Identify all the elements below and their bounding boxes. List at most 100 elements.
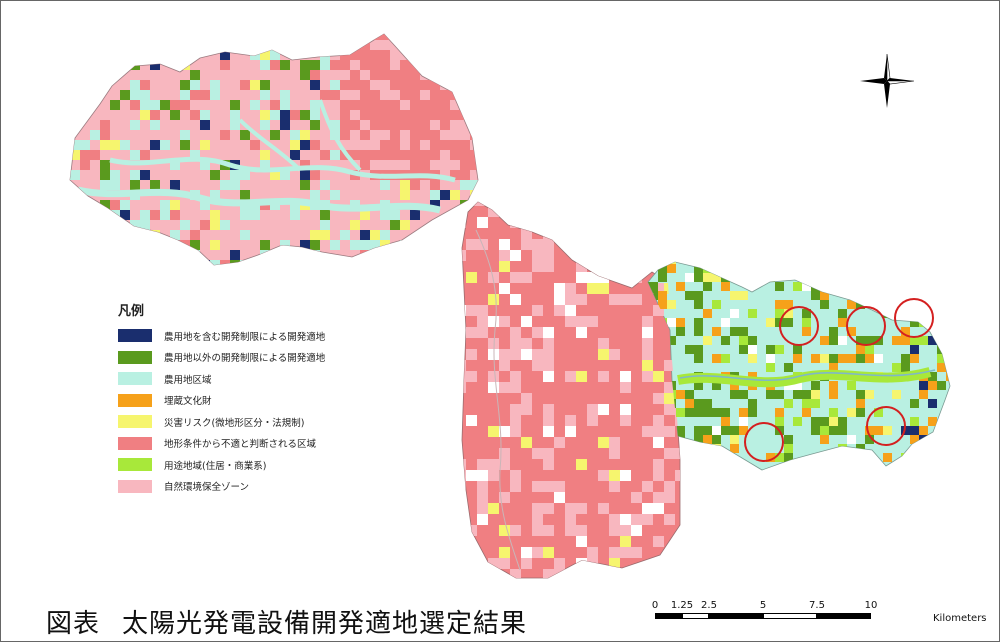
- map-cell: [477, 492, 488, 503]
- map-cell: [420, 110, 430, 120]
- map-cell: [390, 220, 400, 230]
- map-cell: [686, 195, 697, 206]
- map-cell: [703, 435, 712, 444]
- map-cell: [766, 273, 775, 282]
- map-cell: [910, 318, 919, 327]
- map-cell: [150, 180, 160, 190]
- map-cell: [320, 40, 330, 50]
- candidate-site-circle[interactable]: [779, 306, 819, 346]
- map-cell: [430, 200, 440, 210]
- map-cell: [466, 415, 477, 426]
- map-cell: [543, 569, 554, 578]
- map-cell: [140, 170, 150, 180]
- scale-segment: [655, 613, 682, 619]
- map-cell: [642, 206, 653, 217]
- map-cell: [430, 50, 440, 60]
- map-cell: [685, 444, 694, 453]
- map-cell: [330, 120, 340, 130]
- map-cell: [721, 417, 730, 426]
- map-cell: [766, 318, 775, 327]
- map-cell: [90, 210, 100, 220]
- legend-swatch: [118, 458, 152, 472]
- candidate-site-circle[interactable]: [744, 422, 784, 462]
- map-cell: [748, 336, 757, 345]
- legend-item: 農用地区域: [118, 368, 388, 390]
- map-cell: [488, 316, 499, 327]
- scale-segment: [709, 613, 763, 619]
- map-cell: [620, 250, 631, 261]
- map-cell: [90, 60, 100, 70]
- map-cell: [320, 220, 330, 230]
- map-cell: [400, 190, 410, 200]
- map-cell: [488, 382, 499, 393]
- map-cell: [686, 580, 697, 591]
- map-cell: [488, 503, 499, 514]
- map-cell: [488, 272, 499, 283]
- map-cell: [360, 230, 370, 240]
- map-cell: [250, 100, 260, 110]
- map-cell: [937, 453, 946, 462]
- map-cell: [703, 426, 712, 435]
- map-cell: [838, 444, 847, 453]
- map-cell: [946, 444, 950, 453]
- map-cell: [320, 90, 330, 100]
- map-cell: [110, 200, 120, 210]
- map-cell: [440, 140, 450, 150]
- map-cell: [820, 282, 829, 291]
- map-cell: [150, 210, 160, 220]
- map-cell: [642, 316, 653, 327]
- map-cell: [230, 120, 240, 130]
- map-cell: [510, 404, 521, 415]
- map-cell: [100, 120, 110, 130]
- map-cell: [766, 354, 775, 363]
- map-cell: [410, 140, 420, 150]
- map-cell: [350, 70, 360, 80]
- map-cell: [820, 417, 829, 426]
- map-cell: [477, 514, 488, 525]
- map-cell: [260, 90, 270, 100]
- map-cell: [686, 470, 697, 481]
- map-cell: [130, 100, 140, 110]
- map-cell: [757, 262, 766, 264]
- map-canvas[interactable]: [0, 0, 1000, 600]
- map-cell: [703, 399, 712, 408]
- map-cell: [658, 273, 667, 282]
- map-cell: [565, 371, 576, 382]
- map-cell: [694, 462, 703, 470]
- map-cell: [642, 360, 653, 371]
- map-cell: [532, 239, 543, 250]
- map-cell: [220, 260, 230, 265]
- map-cell: [240, 190, 250, 200]
- map-cell: [390, 250, 400, 260]
- map-cell: [466, 272, 477, 283]
- candidate-site-circle[interactable]: [866, 406, 906, 446]
- map-cell: [955, 435, 964, 444]
- map-cell: [100, 140, 110, 150]
- map-cell: [250, 210, 260, 220]
- map-cell: [598, 349, 609, 360]
- map-cell: [170, 180, 180, 190]
- map-cell: [865, 291, 874, 300]
- map-cell: [300, 140, 310, 150]
- candidate-site-circle[interactable]: [894, 298, 934, 338]
- map-cell: [565, 294, 576, 305]
- map-cell: [775, 453, 784, 462]
- map-cell: [703, 462, 712, 470]
- map-cell: [280, 90, 290, 100]
- map-cell: [703, 273, 712, 282]
- map-cell: [477, 481, 488, 492]
- map-cell: [280, 170, 290, 180]
- map-cell: [230, 170, 240, 180]
- map-cell: [694, 426, 703, 435]
- map-cell: [466, 470, 477, 481]
- candidate-site-circle[interactable]: [846, 306, 886, 346]
- map-cell: [240, 260, 250, 265]
- map-cell: [955, 417, 964, 426]
- map-cell: [609, 228, 620, 239]
- map-cell: [460, 110, 470, 120]
- map-cell: [200, 200, 210, 210]
- map-cell: [820, 300, 829, 309]
- map-cell: [543, 404, 554, 415]
- map-cell: [865, 262, 874, 264]
- map-cell: [587, 202, 598, 206]
